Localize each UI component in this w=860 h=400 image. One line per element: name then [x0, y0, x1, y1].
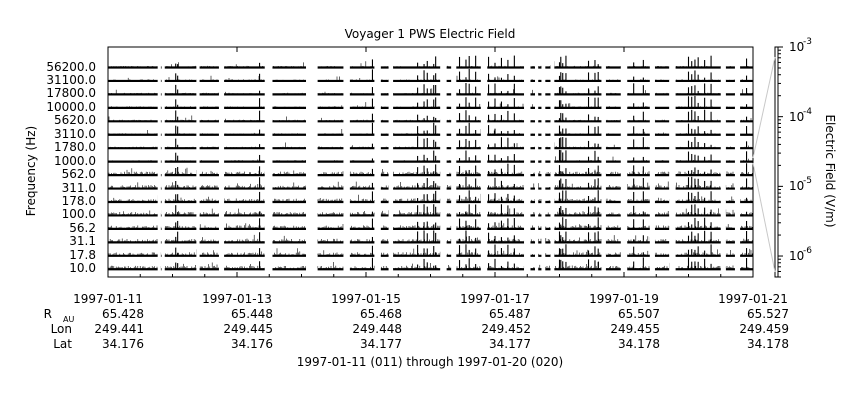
- ephemeris-value: 34.177: [360, 337, 402, 351]
- channel-trace: [108, 222, 753, 229]
- data-gap: [620, 53, 628, 276]
- data-gap: [218, 53, 225, 276]
- channel-trace: [108, 261, 753, 270]
- channel-trace: [109, 61, 753, 68]
- ephemeris-value: 65.527: [747, 307, 789, 321]
- channel-trace: [108, 234, 753, 243]
- data-gap: [669, 53, 676, 276]
- ephemeris-value: 34.178: [618, 337, 660, 351]
- x-tick-label: 1997-01-13: [202, 292, 272, 306]
- colorbar-axis-label: Electric Field (V/m): [823, 114, 837, 228]
- colorbar-tick-exponent: -5: [803, 176, 812, 187]
- data-gap: [649, 53, 655, 276]
- colorbar-tick-exponent: -3: [803, 37, 812, 47]
- data-gap: [388, 53, 394, 276]
- ephemeris-value: 249.441: [94, 322, 144, 336]
- data-gap: [601, 53, 606, 276]
- data-gap: [157, 53, 161, 276]
- data-gap: [480, 53, 488, 276]
- data-gap: [343, 53, 350, 276]
- date-range-footer: 1997-01-11 (011) through 1997-01-20 (020…: [296, 355, 564, 369]
- y-tick-label: 178.0: [61, 194, 96, 208]
- x-tick-label: 1997-01-15: [331, 292, 401, 306]
- channel-trace: [108, 156, 753, 162]
- data-gap: [541, 53, 546, 276]
- data-gap: [734, 53, 741, 276]
- ephemeris-label: Lat: [53, 337, 72, 351]
- frequency-band-traces: [108, 55, 753, 271]
- channel-trace: [108, 115, 753, 122]
- data-gap: [720, 53, 726, 276]
- colorbar-tick-exponent: -4: [803, 106, 812, 117]
- y-tick-label: 5620.0: [54, 113, 96, 128]
- y-tick-label: 562.0: [61, 167, 96, 182]
- y-tick-label: 56200.0: [46, 59, 96, 74]
- x-axis-ticks: [107, 47, 754, 277]
- channel-trace: [108, 181, 753, 189]
- channel-trace: [108, 88, 753, 95]
- data-gap: [451, 53, 457, 276]
- y-tick-label: 31.1: [69, 234, 96, 249]
- ephemeris-label: Lon: [50, 322, 72, 336]
- channel-trace: [108, 193, 753, 202]
- ephemeris-value: 34.176: [231, 337, 273, 351]
- x-tick-label: 1997-01-17: [460, 292, 530, 306]
- y-tick-label: 31100.0: [46, 72, 96, 87]
- colorbar-tick-label: 10: [789, 109, 805, 124]
- y-tick-label: 3110.0: [54, 126, 96, 141]
- ephemeris-value: 249.459: [739, 322, 789, 336]
- y-tick-label: 10.0: [69, 261, 96, 276]
- data-gap: [306, 53, 318, 276]
- y-tick-label: 17.8: [69, 247, 96, 262]
- y-tick-label: 10000.0: [46, 99, 96, 114]
- ephemeris-label: R: [43, 307, 52, 321]
- y-tick-label: 1780.0: [54, 140, 96, 155]
- colorbar: [752, 46, 783, 278]
- colorbar-tick-label: 10: [789, 179, 805, 194]
- y-tick-label: 56.2: [69, 220, 96, 235]
- ephemeris-value: 249.452: [481, 322, 531, 336]
- ephemeris-value: 249.448: [352, 322, 402, 336]
- data-gap: [161, 53, 165, 276]
- ephemeris-value: 65.507: [618, 307, 660, 321]
- ephemeris-value: 34.176: [102, 337, 144, 351]
- channel-trace: [108, 208, 753, 216]
- y-tick-label: 17800.0: [46, 86, 96, 101]
- data-gap: [264, 53, 273, 276]
- colorbar-strip: [774, 46, 779, 278]
- ephemeris-value: 65.428: [102, 307, 144, 321]
- data-gap: [534, 53, 539, 276]
- channel-trace: [108, 248, 753, 256]
- ephemeris-value: 34.177: [489, 337, 531, 351]
- channel-trace: [108, 167, 753, 176]
- colorbar-connector: [752, 162, 776, 273]
- y-tick-label: 311.0: [61, 180, 96, 195]
- x-tick-label: 1997-01-19: [589, 292, 659, 306]
- ephemeris-value: 34.178: [747, 337, 789, 351]
- colorbar-tick-exponent: -6: [803, 246, 812, 257]
- colorbar-connector: [752, 56, 776, 159]
- ephemeris-value: 249.445: [223, 322, 273, 336]
- data-gaps: [157, 53, 741, 276]
- data-gap: [196, 53, 200, 276]
- y-axis-ticks: [108, 67, 112, 270]
- chart-title: Voyager 1 PWS Electric Field: [344, 27, 516, 41]
- x-tick-label: 1997-01-21: [718, 292, 788, 306]
- y-tick-label: 1000.0: [54, 153, 96, 168]
- ephemeris-value: 249.455: [610, 322, 660, 336]
- colorbar-tick-label: 10: [789, 249, 805, 264]
- colorbar-tick-label: 10: [789, 40, 805, 54]
- channel-trace: [108, 128, 753, 135]
- x-tick-label: 1997-01-11: [73, 292, 143, 306]
- ephemeris-value: 65.487: [489, 307, 531, 321]
- data-gap: [374, 53, 381, 276]
- data-gap: [440, 53, 447, 276]
- ephemeris-value: 65.468: [360, 307, 402, 321]
- y-tick-label: 100.0: [61, 207, 96, 222]
- ephemeris-sublabel: AU: [63, 315, 75, 324]
- data-gap: [550, 53, 555, 276]
- ephemeris-value: 65.448: [231, 307, 273, 321]
- data-gap: [524, 53, 531, 276]
